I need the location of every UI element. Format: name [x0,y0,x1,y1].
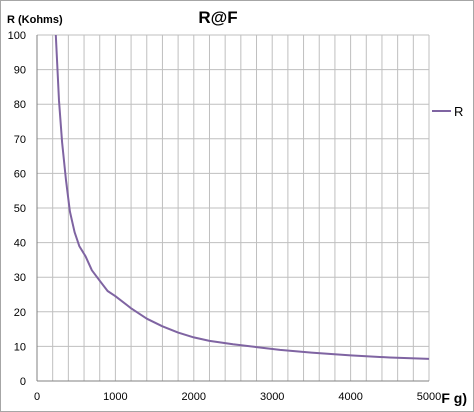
legend: R [432,104,463,119]
y-tick-label: 100 [8,30,26,42]
x-axis-title: F g) [441,390,467,406]
y-tick-label: 30 [14,272,26,284]
axis-layer [36,35,429,382]
series-line-r [54,34,430,360]
y-tick-label: 0 [20,376,26,388]
y-tick-label: 10 [14,341,26,353]
y-tick-label: 60 [14,168,26,180]
grid-layer [37,34,430,381]
y-tick-label: 20 [14,307,26,319]
y-tick-label: 70 [14,134,26,146]
y-tick-label: 40 [14,238,26,250]
x-tick-label: 5000 [417,391,441,403]
chart-title: R@F [198,8,237,27]
y-tick-label: 90 [14,65,26,77]
y-tick-label: 80 [14,99,26,111]
x-tick-label: 1000 [103,391,127,403]
x-tick-label: 0 [34,391,40,403]
y-tick-label: 50 [14,203,26,215]
y-axis-title: R (Kohms) [7,14,63,26]
x-tick-label: 4000 [338,391,362,403]
legend-label-r: R [454,104,463,119]
x-tick-label: 3000 [260,391,284,403]
series-layer [54,34,430,360]
x-tick-label: 2000 [182,391,206,403]
